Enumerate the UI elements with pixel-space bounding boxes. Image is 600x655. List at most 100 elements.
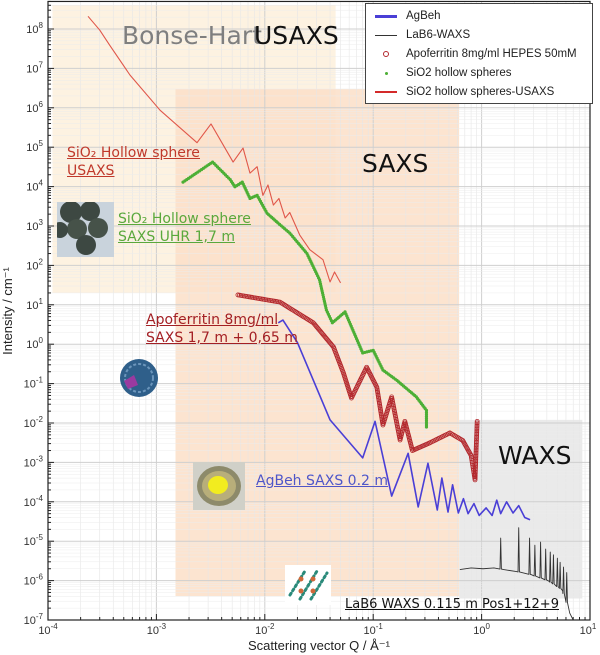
series-lab6-waxs: [459, 527, 574, 621]
apoferritin-protein-image: [120, 359, 158, 397]
series-apoferritin-8mg-ml-hepes-50mm: [235, 292, 480, 483]
apoferritin-data-point: [474, 423, 480, 429]
y-tick-label: 101: [26, 297, 43, 312]
agbeh-sample-image: [193, 462, 245, 510]
apoferritin-data-point: [473, 458, 479, 464]
x-tick-label: 10-1: [364, 622, 384, 637]
region-label-saxs: SAXS: [362, 149, 428, 178]
apoferritin-data-point: [472, 467, 478, 473]
apoferritin-data-point: [473, 456, 479, 462]
apoferritin-data-point: [473, 450, 479, 456]
y-tick-label: 10-6: [24, 573, 44, 588]
apoferritin-data-point: [474, 420, 480, 426]
annotation-line: SiO₂ Hollow sphere: [118, 211, 251, 227]
apoferritin-data-point: [473, 460, 479, 465]
apoferritin-data-point: [472, 472, 478, 478]
y-tick-label: 10-7: [24, 612, 44, 627]
annotation-line: SAXS 1,7 m + 0,65 m: [146, 330, 298, 346]
annotation-line: LaB6 WAXS 0.115 m Pos1+12+9: [345, 597, 559, 612]
apoferritin-data-point: [472, 475, 478, 481]
legend-label: SiO2 hollow spheres-USAXS: [406, 86, 555, 98]
x-tick-label: 10-3: [147, 622, 167, 637]
apoferritin-data-point: [473, 453, 479, 459]
apoferritin-data-point: [473, 464, 478, 470]
legend-item-apoferritin: Apoferritin 8mg/ml HEPES 50mM: [366, 46, 577, 62]
sio2-sphere-micrograph-image: [57, 202, 114, 257]
apoferritin-data-point: [472, 471, 478, 476]
lab6-crystal-structure-image: [285, 565, 331, 605]
region-label-waxs: WAXS: [498, 441, 571, 470]
annotation-sio2-saxs: SiO₂ Hollow sphere SAXS UHR 1,7 m: [118, 210, 251, 246]
legend-item-agbeh: AgBeh: [366, 8, 441, 24]
annotation-line: USAXS: [67, 163, 115, 179]
region-label-usaxs: USAXS: [254, 21, 339, 50]
region-label-bonse-hart: Bonse-Hart: [122, 21, 262, 50]
legend-label: LaB6-WAXS: [406, 29, 471, 41]
annotation-line: SAXS UHR 1,7 m: [118, 229, 235, 245]
apoferritin-data-point: [473, 461, 479, 467]
series-sio2-hollow-spheres: [181, 160, 429, 429]
apoferritin-data-point: [474, 422, 480, 427]
apoferritin-data-point: [473, 466, 478, 472]
apoferritin-data-point: [473, 449, 479, 454]
apoferritin-data-point: [472, 477, 478, 483]
legend-label: SiO2 hollow spheres: [406, 67, 512, 79]
annotation-lab6: LaB6 WAXS 0.115 m Pos1+12+9: [345, 596, 559, 614]
apoferritin-data-point: [474, 425, 480, 431]
apoferritin-data-point: [473, 455, 479, 461]
series-agbeh: [277, 319, 531, 521]
y-axis-title: Intensity / cm⁻¹: [0, 266, 15, 354]
apoferritin-data-point: [474, 436, 479, 442]
y-tick-label: 10-1: [24, 376, 44, 391]
x-tick-label: 101: [580, 622, 597, 637]
apoferritin-data-point: [473, 445, 479, 451]
apoferritin-data-point: [473, 441, 479, 446]
annotation-line: SiO₂ Hollow sphere: [67, 145, 200, 161]
apoferritin-data-point: [474, 437, 479, 443]
legend-label: Apoferritin 8mg/ml HEPES 50mM: [406, 48, 577, 60]
apoferritin-data-point: [473, 447, 479, 453]
y-tick-label: 102: [26, 257, 43, 272]
circle-marker-swatch: [383, 51, 389, 57]
line-swatch: [375, 34, 397, 36]
legend-item-sio2: SiO2 hollow spheres: [366, 65, 511, 81]
apoferritin-data-point: [474, 433, 480, 439]
legend-item-sio2-usaxs: SiO2 hollow spheres-USAXS: [366, 84, 554, 100]
y-tick-label: 10-5: [24, 533, 44, 548]
annotation-apoferritin: Apoferritin 8mg/ml SAXS 1,7 m + 0,65 m: [146, 311, 298, 347]
apoferritin-data-point: [474, 431, 480, 437]
y-tick-label: 105: [26, 139, 43, 154]
annotation-agbeh: AgBeh SAXS 0.2 m: [256, 472, 388, 490]
y-tick-label: 103: [26, 218, 43, 233]
y-tick-label: 100: [26, 336, 43, 351]
apoferritin-data-point: [474, 426, 480, 432]
x-tick-label: 100: [473, 622, 490, 637]
line-swatch: [375, 91, 397, 93]
annotation-line: Apoferritin 8mg/ml: [146, 312, 279, 328]
apoferritin-data-point: [473, 444, 479, 450]
y-tick-label: 106: [26, 100, 43, 115]
apoferritin-data-point: [474, 430, 480, 435]
y-tick-label: 10-3: [24, 454, 44, 469]
y-tick-label: 107: [26, 60, 43, 75]
sio2-data-point: [424, 425, 429, 429]
apoferritin-data-point: [472, 469, 478, 475]
x-tick-label: 10-4: [38, 622, 58, 637]
x-axis-title: Scattering vector Q / Å⁻¹: [248, 638, 391, 653]
dot-marker-swatch: [384, 71, 388, 75]
y-tick-label: 104: [26, 179, 43, 194]
series-sio2-hollow-spheres-usaxs: [87, 15, 342, 284]
apoferritin-data-point: [472, 474, 478, 480]
apoferritin-data-point: [474, 428, 480, 434]
apoferritin-data-point: [474, 418, 480, 424]
apoferritin-data-point: [474, 439, 479, 445]
apoferritin-data-point: [473, 442, 479, 448]
y-tick-label: 108: [26, 21, 43, 36]
legend-label: AgBeh: [406, 10, 441, 22]
annotation-sio2-usaxs: SiO₂ Hollow sphere USAXS: [67, 144, 200, 180]
apoferritin-data-point: [474, 434, 479, 440]
legend-item-lab6: LaB6-WAXS: [366, 27, 470, 43]
apoferritin-data-point: [473, 463, 478, 469]
y-tick-label: 10-4: [24, 494, 44, 509]
apoferritin-data-point: [473, 452, 479, 457]
